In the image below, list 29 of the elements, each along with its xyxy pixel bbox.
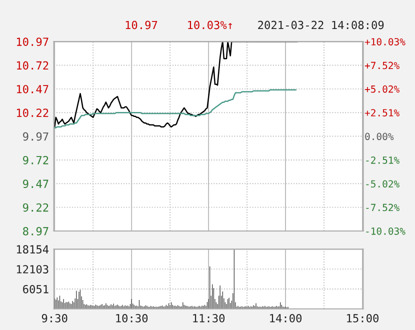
y2-tick-label: +10.03% xyxy=(364,38,406,46)
x-tick-label: 9:30 xyxy=(42,314,68,322)
y2-tick-label: +5.02% xyxy=(364,85,400,93)
y-tick-label: 9.72 xyxy=(23,156,48,164)
y-tick-label: 9.97 xyxy=(23,132,48,141)
y-tick-label: 10.22 xyxy=(16,108,48,118)
x-tick-label: 11:30 xyxy=(193,314,225,322)
y-tick-label: 12103 xyxy=(16,265,48,274)
y2-tick-label: -7.52% xyxy=(366,204,400,212)
y2-tick-label: -5.02% xyxy=(366,180,400,188)
y-tick-label: 10.72 xyxy=(16,61,48,70)
y-tick-label: 10.97 xyxy=(16,38,48,46)
y2-tick-label: -2.51% xyxy=(366,156,400,164)
y2-tick-label: -10.03% xyxy=(366,228,406,235)
y-tick-label: 18154 xyxy=(16,245,49,254)
text: 10.97 xyxy=(126,20,158,30)
text: 2021-03-22 14:08:09 xyxy=(258,20,384,30)
y2-tick-label: +7.52% xyxy=(364,62,400,70)
y-tick-label: 10.47 xyxy=(16,84,48,94)
y2-tick-label: +2.51% xyxy=(364,109,400,116)
y-tick-label: 9.47 xyxy=(23,180,48,188)
x-tick-label: 10:30 xyxy=(116,314,148,322)
y2-tick-label: 0.00% xyxy=(365,132,394,140)
text: 10.03%↑ xyxy=(188,20,232,30)
x-tick-label: 15:00 xyxy=(347,314,378,322)
y-tick-label: 8.97 xyxy=(23,227,48,236)
y-tick-label: 9.22 xyxy=(23,203,48,212)
y-tick-label: 6051 xyxy=(23,284,48,294)
x-tick-label: 14:00 xyxy=(270,314,302,322)
